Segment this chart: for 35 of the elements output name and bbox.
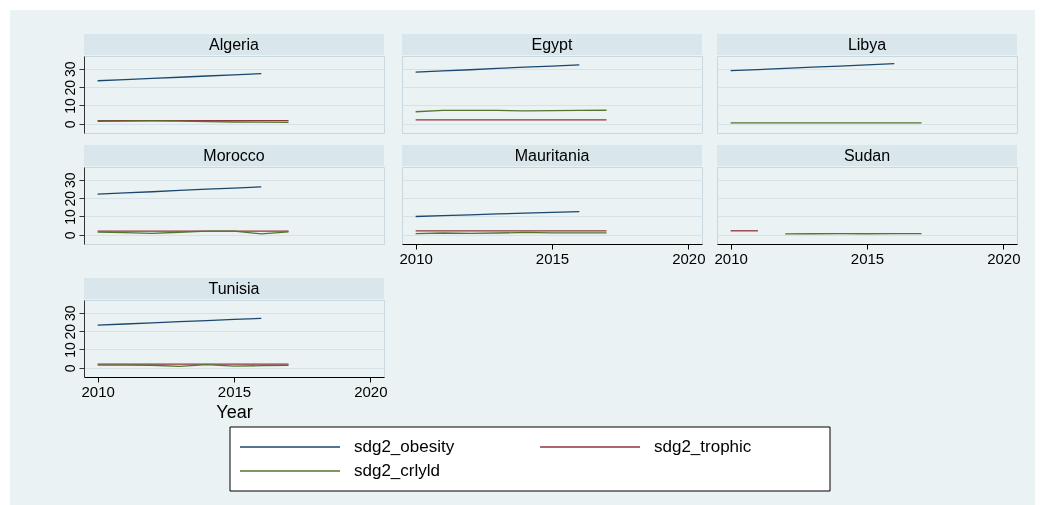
x-axis-title: Year (216, 401, 253, 422)
text: sdg2_trophic (654, 437, 752, 456)
chart-title: Mauritania (514, 147, 590, 164)
x-tick-label: 2015 (217, 382, 252, 400)
line-series (96, 317, 262, 326)
text: sdg2_obesity (354, 437, 455, 456)
y-tick-label: 20 (61, 190, 78, 207)
y-tick-label: 20 (61, 323, 78, 340)
y-tick-label: 10 (61, 98, 78, 114)
x-tick-label: 2015 (535, 249, 570, 267)
x-tick-label: 2015 (850, 249, 885, 267)
y-tick-label: 10 (61, 342, 78, 358)
x-tick-label: 2010 (81, 382, 115, 400)
chart-title: Algeria (209, 36, 259, 53)
chart-title: Egypt (531, 36, 574, 53)
y-tick-label: 20 (61, 79, 78, 96)
x-tick-label: 2010 (714, 249, 748, 267)
y-tick-label: 0 (61, 364, 78, 373)
chart-title: Tunisia (208, 280, 260, 297)
y-tick-label: 0 (61, 120, 78, 129)
line-series (96, 72, 262, 82)
y-tick-label: 30 (61, 305, 78, 322)
text: sdg2_crlyld (354, 461, 440, 480)
y-tick-label: 30 (61, 172, 78, 189)
y-tick-label: 10 (61, 209, 78, 225)
chart-title: Morocco (203, 147, 265, 164)
chart-title: Sudan (843, 147, 891, 164)
x-tick-label: 2020 (354, 382, 388, 400)
x-tick-label: 2020 (672, 249, 706, 267)
line-series (96, 186, 262, 195)
chart-title: Libya (847, 36, 887, 53)
y-tick-label: 0 (61, 231, 78, 240)
x-tick-label: 2010 (399, 249, 433, 267)
y-tick-label: 30 (61, 61, 78, 78)
x-tick-label: 2020 (987, 249, 1021, 267)
